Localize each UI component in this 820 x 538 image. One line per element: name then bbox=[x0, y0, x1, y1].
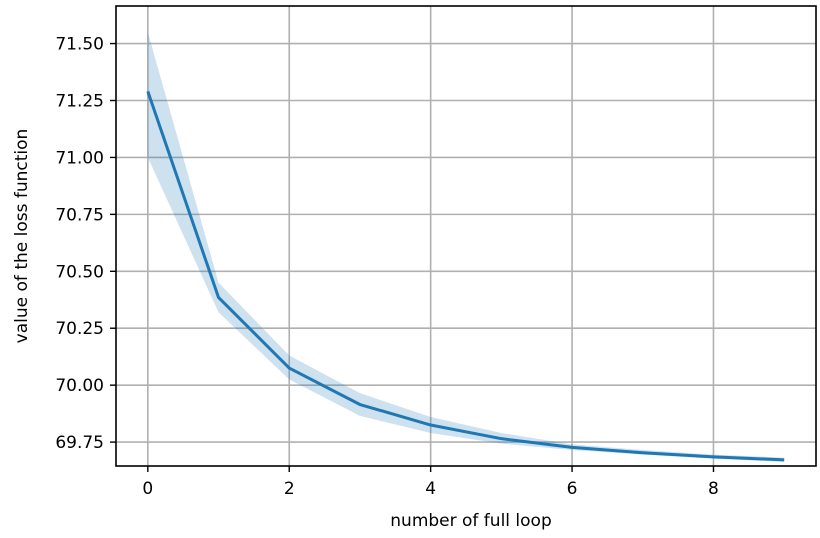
x-tick-label: 6 bbox=[567, 479, 578, 499]
x-tick-label: 2 bbox=[284, 479, 295, 499]
x-axis-label: number of full loop bbox=[390, 511, 551, 531]
x-tick-label: 8 bbox=[708, 479, 719, 499]
series-line bbox=[146, 90, 785, 462]
y-tick-label: 70.25 bbox=[55, 319, 104, 339]
x-tick-label: 4 bbox=[425, 479, 436, 499]
y-axis-label: value of the loss function bbox=[12, 129, 32, 344]
confidence-band-group bbox=[147, 32, 785, 462]
confidence-band bbox=[147, 32, 785, 462]
y-tick-label: 70.50 bbox=[55, 262, 104, 282]
y-tick-label: 69.75 bbox=[55, 433, 104, 453]
y-tick-label: 70.00 bbox=[55, 376, 104, 396]
grid bbox=[116, 6, 816, 466]
x-tick-label: 0 bbox=[142, 479, 153, 499]
y-tick-label: 71.50 bbox=[55, 35, 104, 55]
y-tick-label: 70.75 bbox=[55, 205, 104, 225]
y-tick-label: 71.00 bbox=[55, 148, 104, 168]
y-tick-label: 71.25 bbox=[55, 92, 104, 112]
plot-frame bbox=[115, 5, 817, 467]
axes-frame bbox=[115, 5, 817, 467]
series-line-group bbox=[146, 90, 785, 462]
y-axis-ticks: 69.75 70.00 70.25 70.50 70.75 71.00 71.25 71.50 bbox=[55, 35, 116, 453]
x-axis-ticks: 0 2 4 6 8 bbox=[142, 466, 719, 499]
